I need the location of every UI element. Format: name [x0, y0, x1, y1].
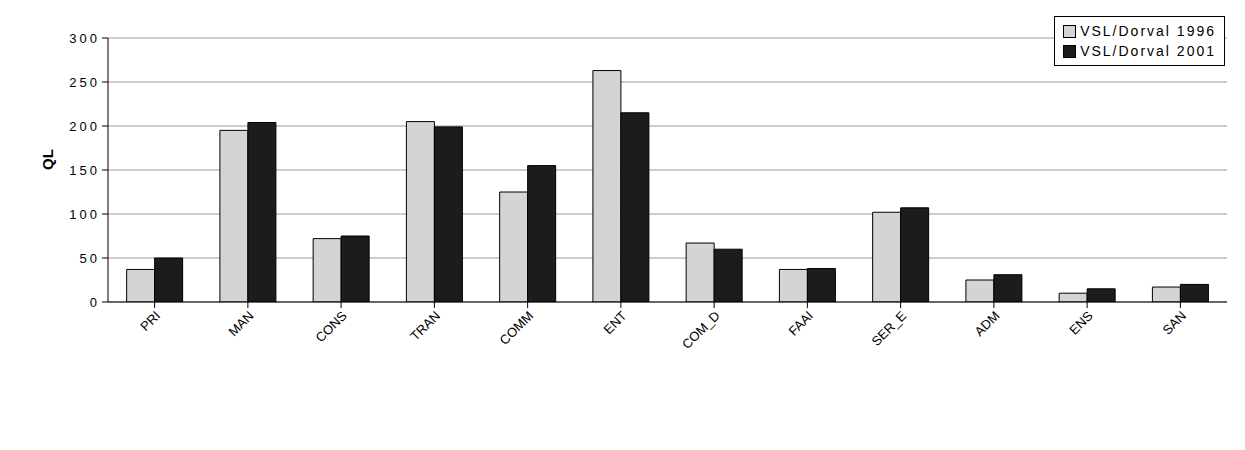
html-text:VSL/Dorval 2001: VSL/Dorval 2001 [1080, 43, 1216, 59]
svg-text:250: 250 [69, 75, 100, 90]
svg-text:100: 100 [69, 207, 100, 222]
svg-text:300: 300 [69, 31, 100, 46]
svg-text:ADM: ADM [971, 308, 1002, 339]
svg-text:SER_E: SER_E [869, 308, 910, 349]
svg-text:QL: QL [39, 149, 56, 170]
svg-text:200: 200 [69, 119, 100, 134]
svg-text:50: 50 [80, 251, 100, 266]
svg-text:0: 0 [90, 295, 100, 310]
svg-text:SAN: SAN [1160, 308, 1190, 338]
svg-text:150: 150 [69, 163, 100, 178]
svg-text:ENS: ENS [1066, 308, 1096, 338]
svg-text:CONS: CONS [313, 308, 350, 345]
svg-text:COMM: COMM [497, 308, 537, 348]
svg-text:TRAN: TRAN [407, 308, 443, 344]
html-text:VSL/Dorval 1996: VSL/Dorval 1996 [1080, 23, 1216, 39]
svg-text:PRI: PRI [137, 308, 163, 334]
svg-text:MAN: MAN [225, 308, 256, 339]
svg-text:ENT: ENT [601, 308, 630, 337]
svg-text:COM_D: COM_D [679, 308, 723, 352]
svg-text:FAAI: FAAI [785, 308, 816, 339]
